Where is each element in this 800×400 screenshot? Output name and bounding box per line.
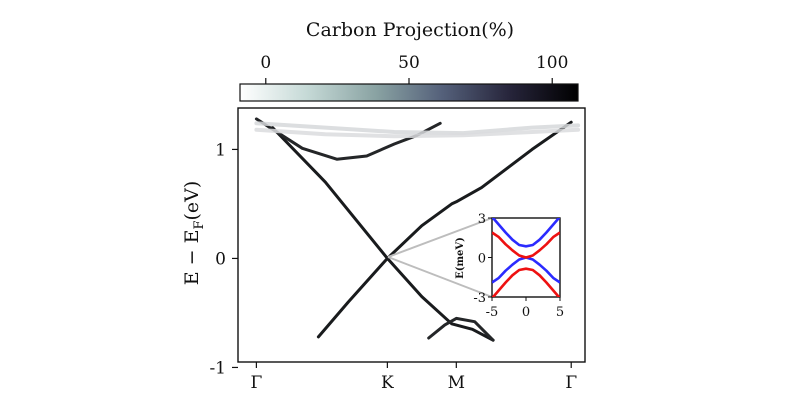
inset-y-axis-label: E(meV) [455, 237, 466, 279]
main-y-tick-label: 0 [215, 249, 226, 269]
inset-line-inset-red-2 [492, 267, 560, 297]
band-line-flat-band-high [254, 121, 581, 136]
colorbar-tick-label: 0 [260, 53, 271, 73]
main-x-tick-label: M [448, 373, 465, 393]
colorbar-gradient [239, 83, 579, 102]
colorbar-label: Carbon Projection(%) [306, 19, 514, 41]
y-label-unit: (eV) [181, 181, 203, 221]
colorbar-tick-label: 50 [398, 53, 420, 73]
inset-y-ticks: -3 0 3 [473, 212, 492, 306]
main-y-tick-label: -1 [209, 358, 226, 378]
inset-y-tick-label: 0 [478, 252, 486, 267]
main-x-tick-label: K [381, 373, 394, 393]
zoom-connector-top [387, 217, 493, 258]
main-x-tick-label: Γ [250, 373, 262, 393]
zoom-connector-bottom [387, 256, 493, 298]
colorbar-tick-label: 100 [536, 53, 568, 73]
main-series-group [254, 117, 581, 342]
colorbar: Carbon Projection(%) 0 50 100 [239, 19, 579, 102]
inset-x-tick-label: 5 [556, 305, 564, 320]
inset-plot: -3 0 3 -5 0 5 E(meV) [455, 212, 564, 320]
main-y-ticks: -1 0 1 [209, 140, 238, 378]
inset-x-tick-label: 0 [522, 305, 530, 320]
inset-series-group [492, 218, 560, 297]
inset-line-inset-red [492, 231, 560, 259]
colorbar-ticks: 0 50 100 [260, 53, 568, 84]
inset-x-ticks: -5 0 5 [486, 297, 564, 320]
zoom-connectors [387, 217, 493, 298]
main-y-tick-label: 1 [215, 140, 226, 160]
band-line-dirac-band-1 [271, 126, 495, 342]
band-line-dirac-band-2 [316, 120, 573, 339]
y-label-sub: F [192, 221, 207, 230]
inset-y-tick-label: -3 [473, 291, 486, 306]
y-label-main: E − E [181, 230, 203, 286]
main-x-tick-label: Γ [565, 373, 577, 393]
band-line-lower-band-m [427, 316, 495, 342]
inset-y-tick-label: 3 [478, 212, 486, 227]
main-y-axis-label: E − EF(eV) [181, 181, 207, 286]
inset-x-tick-label: -5 [486, 305, 499, 320]
band-line-flat-band-low [254, 127, 581, 139]
inset-line-inset-blue [492, 218, 560, 248]
